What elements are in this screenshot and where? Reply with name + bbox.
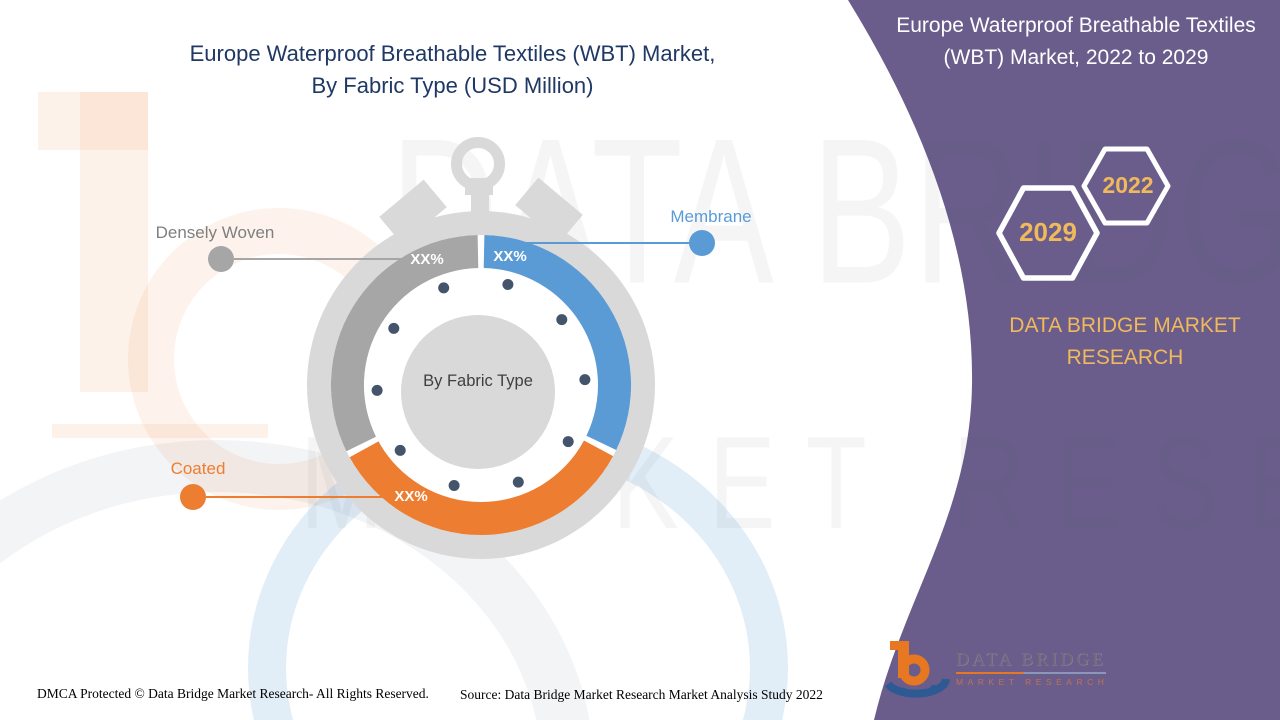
segment-value-membrane: XX% bbox=[493, 248, 527, 265]
clock-tick-dot bbox=[556, 314, 568, 326]
logo-d-swoosh-inner bbox=[900, 684, 937, 697]
footer-source-text: Source: Data Bridge Market Research Mark… bbox=[460, 687, 823, 702]
footer-dmca-text: DMCA Protected © Data Bridge Market Rese… bbox=[37, 686, 429, 701]
logo-b-bowl bbox=[898, 654, 930, 686]
leader-dot-coated bbox=[180, 484, 206, 510]
hexagon-badge-2029 bbox=[996, 185, 1100, 281]
logo-name: DATA BRIDGE bbox=[956, 649, 1107, 669]
donut-ring bbox=[330, 235, 632, 535]
segment-label-membrane: Membrane bbox=[670, 207, 752, 226]
chart-center-disc bbox=[401, 315, 555, 469]
logo-divider bbox=[956, 672, 1106, 674]
segment-value-coated: XX% bbox=[394, 488, 428, 505]
donut-segment-densely-woven bbox=[330, 235, 479, 452]
clock-tick-dot bbox=[579, 374, 591, 386]
company-logo: DATA BRIDGE MARKET RESEARCH bbox=[884, 632, 1124, 704]
clock-tick-dot bbox=[448, 480, 460, 491]
year-badge-2022-label: 2022 bbox=[1102, 172, 1154, 198]
banner-purple-shape bbox=[848, 0, 1280, 720]
donut-segment-membrane bbox=[483, 235, 632, 450]
clock-tick-dot bbox=[394, 444, 406, 456]
stopwatch-right-button bbox=[515, 177, 583, 243]
hexagon-badge-2022 bbox=[1081, 146, 1171, 226]
leader-dot-membrane bbox=[689, 230, 715, 256]
donut-segment-coated bbox=[349, 440, 614, 535]
clock-tick-dot bbox=[502, 279, 514, 290]
chart-center-label: By Fabric Type bbox=[423, 372, 533, 390]
clock-tick-dot bbox=[388, 322, 400, 334]
logo-subtitle: MARKET RESEARCH bbox=[956, 677, 1109, 687]
clock-tick-dot bbox=[371, 384, 383, 396]
clock-tick-dot bbox=[562, 436, 574, 448]
banner-title: Europe Waterproof Breathable Textiles (W… bbox=[896, 14, 1256, 69]
leader-dot-densely-woven bbox=[208, 246, 234, 272]
segment-label-coated: Coated bbox=[170, 459, 226, 478]
segment-label-densely-woven: Densely Woven bbox=[155, 223, 275, 242]
clock-tick-dot bbox=[438, 282, 450, 294]
brand-name-text: DATA BRIDGE MARKET RESEARCH bbox=[1009, 314, 1241, 369]
company-logo-text: DATA BRIDGE MARKET RESEARCH bbox=[956, 649, 1108, 687]
segment-value-densely-woven: XX% bbox=[410, 251, 444, 268]
year-badge-2029-label: 2029 bbox=[1019, 217, 1077, 247]
stopwatch-left-button bbox=[379, 179, 447, 245]
chart-title: Europe Waterproof Breathable Textiles (W… bbox=[189, 41, 716, 98]
clock-tick-dot bbox=[512, 476, 524, 488]
company-logo-glyph bbox=[884, 641, 950, 698]
